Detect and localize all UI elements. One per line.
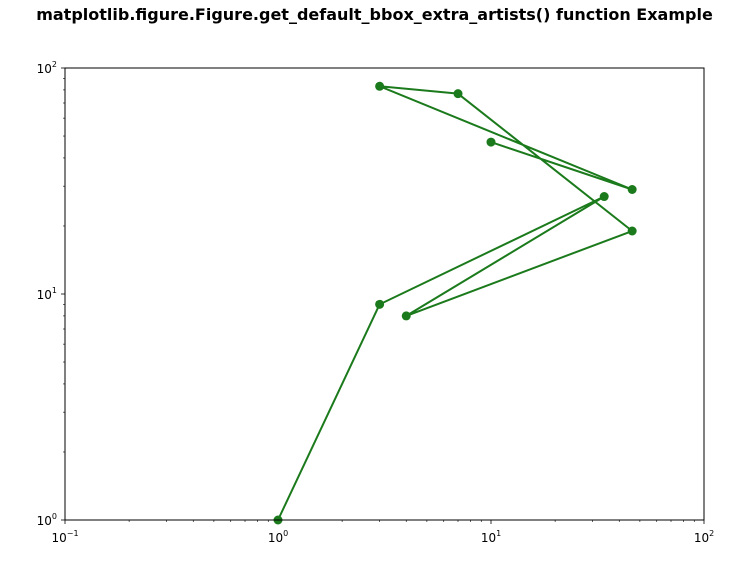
data-point bbox=[453, 89, 463, 99]
x-tick-label: 102 bbox=[694, 529, 714, 545]
data-point bbox=[627, 226, 637, 236]
data-point bbox=[627, 184, 637, 194]
data-point bbox=[401, 311, 411, 321]
data-series bbox=[273, 81, 637, 525]
y-tick-label: 100 bbox=[37, 512, 57, 528]
x-tick-label: 10−1 bbox=[51, 529, 78, 545]
x-tick-label: 100 bbox=[268, 529, 288, 545]
data-point bbox=[375, 299, 385, 309]
plot-frame bbox=[64, 67, 705, 521]
data-point bbox=[486, 137, 496, 147]
x-tick-label: 101 bbox=[481, 529, 501, 545]
chart-title: matplotlib.figure.Figure.get_default_bbo… bbox=[36, 5, 713, 24]
y-tick-label: 102 bbox=[37, 60, 57, 76]
data-point bbox=[599, 192, 609, 202]
series-line bbox=[277, 85, 634, 521]
data-point bbox=[375, 81, 385, 91]
y-tick-label: 101 bbox=[37, 286, 57, 302]
